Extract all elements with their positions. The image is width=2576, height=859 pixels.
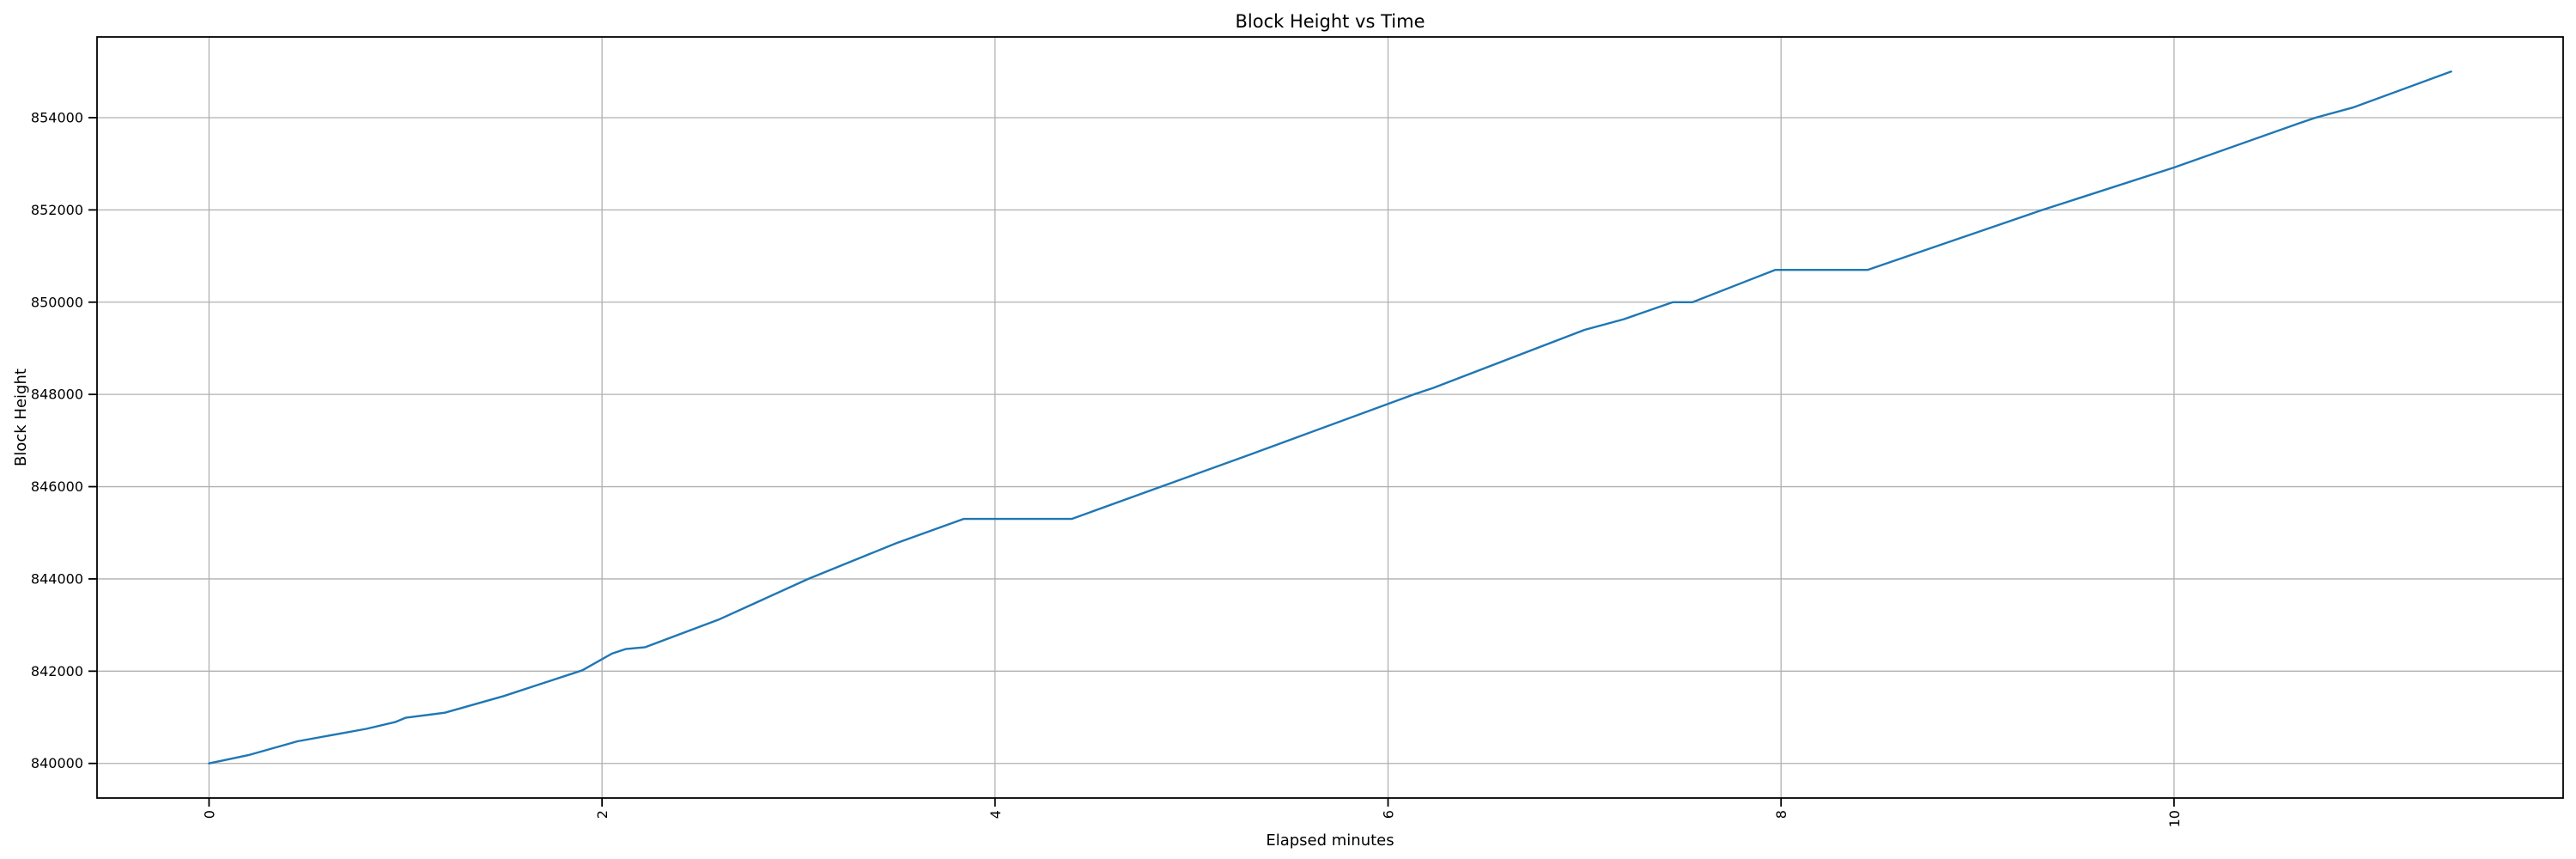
- x-tick-label: 6: [1381, 810, 1397, 819]
- y-tick-label: 840000: [31, 755, 83, 771]
- y-tick-label: 844000: [31, 570, 83, 587]
- x-tick-label: 8: [1773, 810, 1789, 819]
- x-tick-label: 4: [987, 810, 1004, 819]
- x-tick-labels: 0 2 4 6 8 10: [201, 810, 2182, 827]
- x-tick-label: 10: [2166, 810, 2183, 827]
- y-tick-label: 842000: [31, 663, 83, 679]
- y-tick-label: 846000: [31, 478, 83, 495]
- x-tick-label: 0: [201, 810, 217, 819]
- y-tick-label: 850000: [31, 294, 83, 310]
- y-tick-label: 854000: [31, 109, 83, 125]
- tick-marks: [88, 117, 2175, 807]
- y-axis-label: Block Height: [12, 369, 30, 466]
- gridlines: [97, 37, 2563, 798]
- chart-title: Block Height vs Time: [1235, 11, 1425, 32]
- y-tick-label: 848000: [31, 387, 83, 403]
- x-axis-label: Elapsed minutes: [1266, 832, 1394, 850]
- y-tick-labels: 840000 842000 844000 846000 848000 850000 8520…: [31, 109, 83, 771]
- plot-border: [96, 36, 2564, 799]
- y-tick-label: 852000: [31, 202, 83, 218]
- x-tick-label: 2: [594, 810, 611, 819]
- data-line: [208, 70, 2452, 765]
